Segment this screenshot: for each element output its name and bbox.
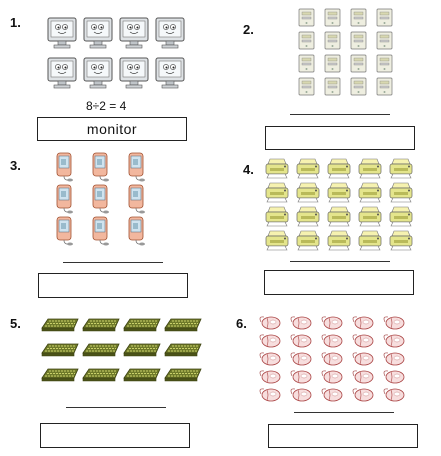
monitors-illustration <box>47 17 185 89</box>
problem-3-answer-box[interactable] <box>38 273 188 298</box>
problem-1-equation: 8÷2 = 4 <box>86 99 127 113</box>
problem-4-answer-box[interactable] <box>264 270 414 295</box>
keyboard-group <box>38 314 208 395</box>
problem-2-answer-line <box>290 114 390 115</box>
smartphone-group <box>52 150 152 255</box>
problem-2-answer-box[interactable] <box>265 126 415 150</box>
problem-6-number: 6. <box>236 316 247 331</box>
printers-illustration <box>265 158 413 251</box>
problem-1-number: 1. <box>10 15 21 30</box>
computer-towers-illustration <box>298 8 393 96</box>
keyboards-illustration <box>41 318 202 382</box>
problem-5-number: 5. <box>10 316 21 331</box>
problem-5-answer-line <box>66 407 166 408</box>
monitor-group <box>45 15 190 100</box>
mouse-group <box>257 312 417 409</box>
printer-group <box>262 154 422 259</box>
computer-tower-group <box>296 6 401 103</box>
problem-6-answer-box[interactable] <box>268 424 418 448</box>
problem-3-number: 3. <box>10 158 21 173</box>
problem-2-number: 2. <box>243 22 254 37</box>
problem-4-answer-line <box>290 261 390 262</box>
problem-1-answer: monitor <box>86 121 138 137</box>
problem-1-answer-box[interactable]: monitor <box>37 117 187 141</box>
smartphones-illustration <box>56 152 146 246</box>
problem-3-answer-line <box>63 262 163 263</box>
problem-4-number: 4. <box>243 162 254 177</box>
mice-illustration <box>259 316 405 402</box>
problem-6-answer-line <box>294 412 394 413</box>
problem-5-answer-box[interactable] <box>40 423 190 448</box>
